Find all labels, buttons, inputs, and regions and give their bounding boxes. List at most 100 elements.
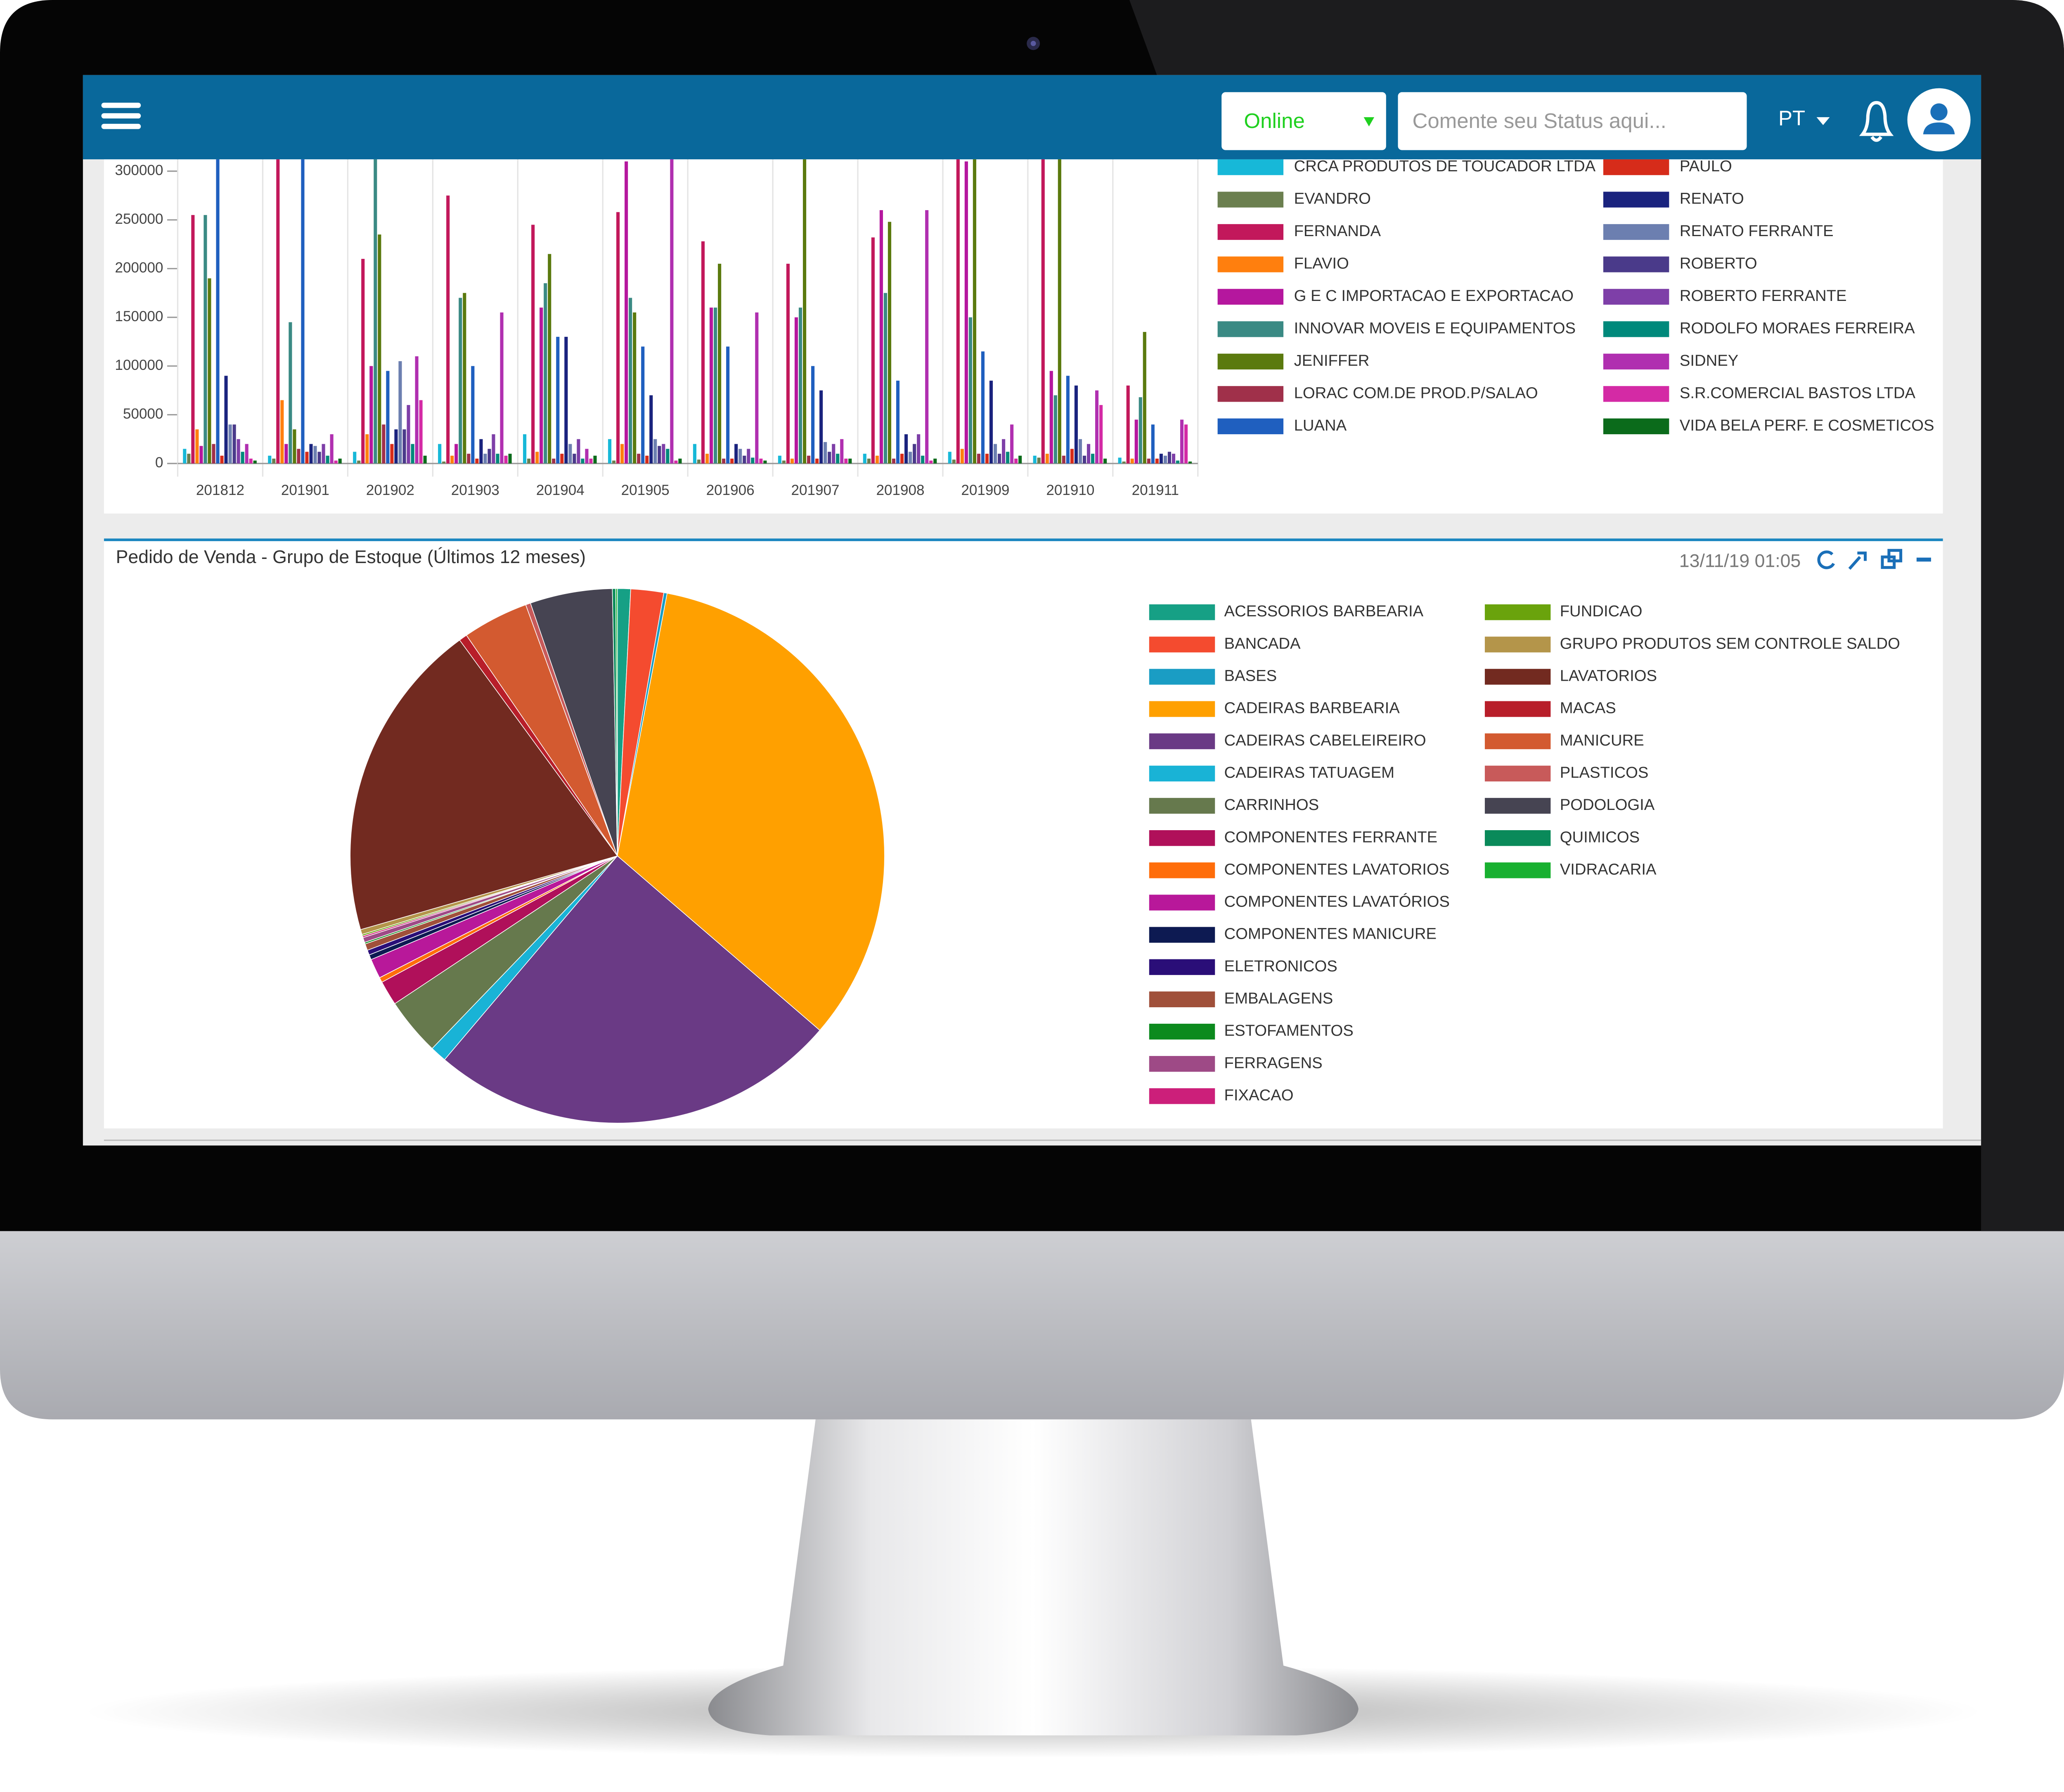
bar (216, 159, 220, 464)
select-arrow[interactable] (1363, 117, 1375, 127)
bar (415, 356, 419, 464)
legend-label: RODOLFO MORAES FERREIRA (1680, 319, 1915, 337)
bar (863, 454, 866, 464)
status-select[interactable] (1221, 92, 1386, 150)
bar (1143, 332, 1146, 464)
bar (459, 298, 462, 464)
bar (1103, 458, 1107, 464)
legend-swatch (1484, 701, 1551, 717)
bar (297, 449, 301, 464)
bar (993, 444, 997, 464)
legend-label: CADEIRAS CABELEIREIRO (1224, 731, 1426, 749)
pie-slice (617, 593, 885, 1031)
legend-label: FLAVIO (1294, 255, 1349, 272)
legend-swatch (1149, 798, 1215, 814)
bar (909, 452, 912, 464)
pie-slice (530, 588, 618, 856)
legend-label: BASES (1224, 667, 1277, 685)
bar (322, 444, 325, 464)
legend-swatch (1217, 289, 1284, 305)
legend-swatch (1217, 418, 1284, 434)
menu-button[interactable] (101, 102, 141, 129)
bar (1095, 390, 1099, 464)
bar (645, 455, 649, 464)
bar (670, 159, 674, 464)
bar (1188, 462, 1192, 464)
status-placeholder[interactable]: Comente seu Status aqui... (1413, 109, 1666, 133)
bar (633, 312, 637, 464)
bar (998, 454, 1001, 464)
legend-swatch (1149, 895, 1215, 911)
status-input[interactable] (1398, 92, 1747, 150)
bar (1155, 458, 1159, 464)
bar (1091, 454, 1095, 464)
legend-swatch (1149, 701, 1215, 717)
legend-label: GRUPO PRODUTOS SEM CONTROLE SALDO (1560, 634, 1900, 652)
legend-swatch (1149, 830, 1215, 846)
bar (398, 361, 402, 464)
bar (794, 317, 798, 464)
bar (1151, 424, 1155, 464)
timestamp: 13/11/19 01:05 (1679, 551, 1801, 571)
bar (1172, 454, 1176, 464)
x-tick-label: 201907 (791, 482, 840, 498)
panel-tools[interactable] (1817, 549, 1931, 570)
legend-swatch (1217, 256, 1284, 272)
x-tick-label: 201908 (876, 482, 924, 498)
bar (326, 455, 329, 464)
bar (1058, 159, 1061, 464)
x-tick-label: 201903 (451, 482, 499, 498)
bar (620, 444, 624, 464)
legend-swatch (1217, 159, 1284, 175)
x-tick-label: 201906 (706, 482, 755, 498)
bar (747, 449, 750, 464)
x-tick-label: 201812 (196, 482, 244, 498)
bar (386, 371, 390, 464)
bar (921, 455, 925, 464)
status-value[interactable]: Online (1244, 109, 1304, 133)
bar (836, 454, 840, 464)
restore-icon-back[interactable] (1887, 549, 1903, 563)
bar (293, 429, 296, 464)
refresh-icon[interactable] (1817, 550, 1835, 569)
language[interactable]: PT (1778, 107, 1805, 130)
y-tick-label: 150000 (115, 308, 163, 324)
bar-legend: CRCA PRODUTOS DE TOUCADOR LTDA EVANDRO FER… (1217, 159, 1934, 434)
legend-label: VIDRACARIA (1560, 860, 1657, 878)
bar (786, 263, 790, 464)
bar (488, 449, 491, 464)
legend-label: S.R.COMERCIAL BASTOS LTDA (1680, 384, 1916, 402)
bar (585, 449, 589, 464)
bar (701, 241, 705, 464)
language-caret[interactable] (1816, 117, 1830, 125)
notifications[interactable] (1859, 101, 1894, 142)
bar (798, 308, 802, 464)
bar (960, 449, 964, 464)
bar (871, 237, 875, 464)
bar (419, 400, 423, 464)
bar (1014, 458, 1018, 464)
bar (523, 434, 527, 464)
bar (824, 442, 827, 464)
legend-label: PODOLOGIA (1560, 796, 1655, 814)
bar (929, 460, 933, 464)
x-tick-label: 201909 (961, 482, 1009, 498)
legend-label: LAVATORIOS (1560, 667, 1657, 685)
bar (1147, 458, 1150, 464)
legend-swatch (1149, 765, 1215, 782)
bar (1010, 424, 1014, 464)
x-tick-label: 201901 (281, 482, 329, 498)
bar (573, 454, 576, 464)
legend-swatch (1484, 765, 1551, 782)
legend-swatch (1217, 321, 1284, 337)
bar (249, 458, 253, 464)
settings-icon[interactable] (1848, 552, 1867, 570)
legend-swatch (1484, 830, 1551, 846)
x-tick-label: 201905 (621, 482, 670, 498)
bar (904, 434, 908, 464)
bar (191, 215, 195, 464)
legend-label: CADEIRAS BARBEARIA (1224, 699, 1400, 717)
bar (722, 458, 726, 464)
bar (649, 395, 653, 464)
bar (237, 439, 240, 464)
